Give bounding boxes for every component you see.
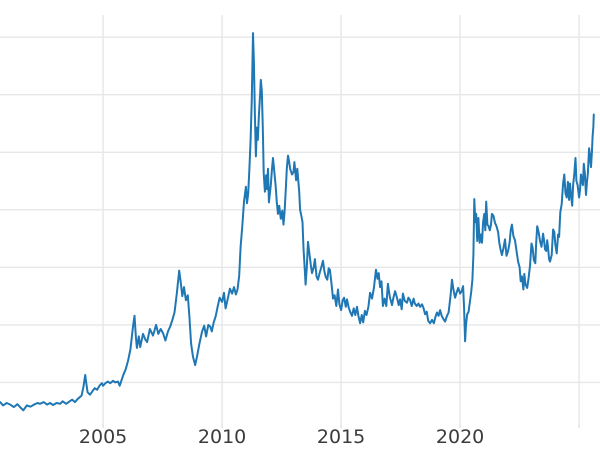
x-tick-label: 2010 bbox=[197, 426, 247, 448]
x-tick-label: 2005 bbox=[78, 426, 128, 448]
price-line-series bbox=[0, 32, 595, 412]
x-tick-label: 2020 bbox=[435, 426, 485, 448]
horizontal-gridlines bbox=[0, 36, 600, 384]
x-tick-label: 2015 bbox=[316, 426, 366, 448]
x-axis-ticks bbox=[102, 423, 580, 428]
vertical-gridlines bbox=[102, 15, 580, 424]
